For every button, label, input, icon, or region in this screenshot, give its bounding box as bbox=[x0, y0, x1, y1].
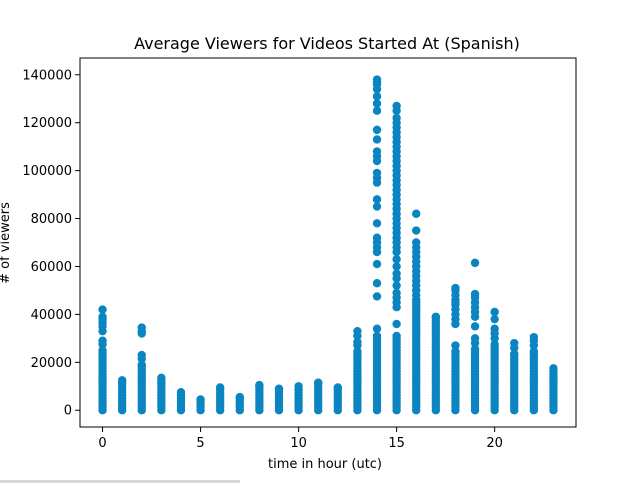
y-tick-label: 140000 bbox=[22, 68, 72, 83]
data-point bbox=[372, 259, 382, 269]
data-point bbox=[470, 338, 480, 348]
y-tick-label: 80000 bbox=[31, 212, 72, 227]
x-tick-label: 5 bbox=[196, 436, 204, 451]
data-point bbox=[137, 354, 146, 363]
data-point bbox=[372, 279, 382, 288]
data-point bbox=[372, 292, 382, 301]
data-point bbox=[470, 258, 480, 268]
data-point bbox=[412, 226, 421, 235]
y-tick-label: 20000 bbox=[31, 356, 72, 371]
bottom-strip bbox=[0, 480, 240, 483]
data-point bbox=[549, 364, 558, 373]
data-point bbox=[137, 360, 146, 369]
data-point bbox=[392, 106, 401, 115]
data-point bbox=[157, 373, 166, 383]
data-point bbox=[372, 219, 382, 228]
data-point bbox=[451, 341, 460, 350]
data-point bbox=[353, 347, 362, 356]
data-point bbox=[117, 376, 127, 385]
data-point bbox=[274, 384, 284, 393]
data-point bbox=[470, 322, 480, 331]
data-point bbox=[470, 312, 480, 321]
data-point bbox=[294, 382, 303, 391]
data-point bbox=[372, 324, 382, 333]
data-point bbox=[98, 305, 107, 314]
data-point bbox=[176, 388, 186, 397]
data-point bbox=[510, 343, 519, 353]
data-point bbox=[353, 341, 362, 350]
data-point bbox=[372, 331, 382, 341]
y-tick-label: 100000 bbox=[22, 164, 72, 179]
data-point bbox=[372, 106, 382, 115]
data-point bbox=[490, 314, 499, 324]
data-point bbox=[451, 347, 460, 356]
data-point bbox=[372, 247, 382, 257]
x-axis: 0 5 10 15 20 bbox=[98, 427, 503, 451]
data-point bbox=[470, 344, 480, 354]
data-point bbox=[392, 331, 401, 341]
data-point bbox=[510, 349, 519, 359]
data-point bbox=[392, 319, 401, 329]
data-point bbox=[490, 340, 499, 349]
data-point bbox=[372, 125, 382, 135]
data-point bbox=[372, 178, 382, 187]
chart-title: Average Viewers for Videos Started At (S… bbox=[134, 34, 520, 53]
data-point bbox=[412, 209, 421, 218]
x-tick-label: 10 bbox=[290, 436, 307, 451]
data-point bbox=[529, 347, 539, 356]
data-point bbox=[412, 291, 421, 300]
data-point bbox=[98, 326, 107, 336]
y-tick-label: 40000 bbox=[31, 308, 72, 323]
y-axis: 0 20000 40000 60000 80000 100000 120000 140000 bbox=[22, 68, 80, 419]
data-point bbox=[392, 274, 401, 283]
data-point bbox=[137, 329, 146, 338]
data-point bbox=[215, 383, 225, 392]
data-point bbox=[431, 312, 441, 321]
data-point bbox=[255, 380, 264, 390]
data-point bbox=[392, 302, 401, 312]
data-point bbox=[392, 281, 401, 290]
x-tick-label: 20 bbox=[486, 436, 503, 451]
data-point bbox=[372, 84, 382, 94]
x-tick-label: 15 bbox=[388, 436, 405, 451]
data-point bbox=[529, 341, 539, 350]
data-point bbox=[98, 340, 107, 349]
data-point bbox=[196, 395, 205, 404]
plot-frame bbox=[79, 57, 577, 428]
data-point bbox=[392, 255, 401, 264]
data-point bbox=[392, 262, 401, 271]
data-point bbox=[392, 247, 401, 257]
y-tick-label: 0 bbox=[64, 404, 72, 419]
data-points bbox=[98, 75, 558, 415]
data-point bbox=[451, 319, 460, 329]
x-tick-label: 0 bbox=[98, 436, 106, 451]
data-point bbox=[372, 92, 382, 101]
data-point bbox=[372, 202, 382, 211]
data-point bbox=[372, 195, 382, 204]
data-point bbox=[353, 331, 362, 341]
data-point bbox=[333, 383, 342, 392]
data-point bbox=[372, 156, 382, 166]
y-tick-label: 60000 bbox=[31, 260, 72, 275]
data-point bbox=[372, 99, 382, 108]
data-point bbox=[235, 392, 244, 402]
data-point bbox=[372, 135, 382, 144]
data-point bbox=[98, 346, 107, 355]
data-point bbox=[490, 334, 499, 343]
y-axis-label: # of viewers bbox=[0, 202, 13, 284]
y-tick-label: 120000 bbox=[22, 116, 72, 131]
data-point bbox=[314, 378, 323, 387]
x-axis-label: time in hour (utc) bbox=[268, 457, 382, 472]
data-point bbox=[490, 307, 499, 317]
